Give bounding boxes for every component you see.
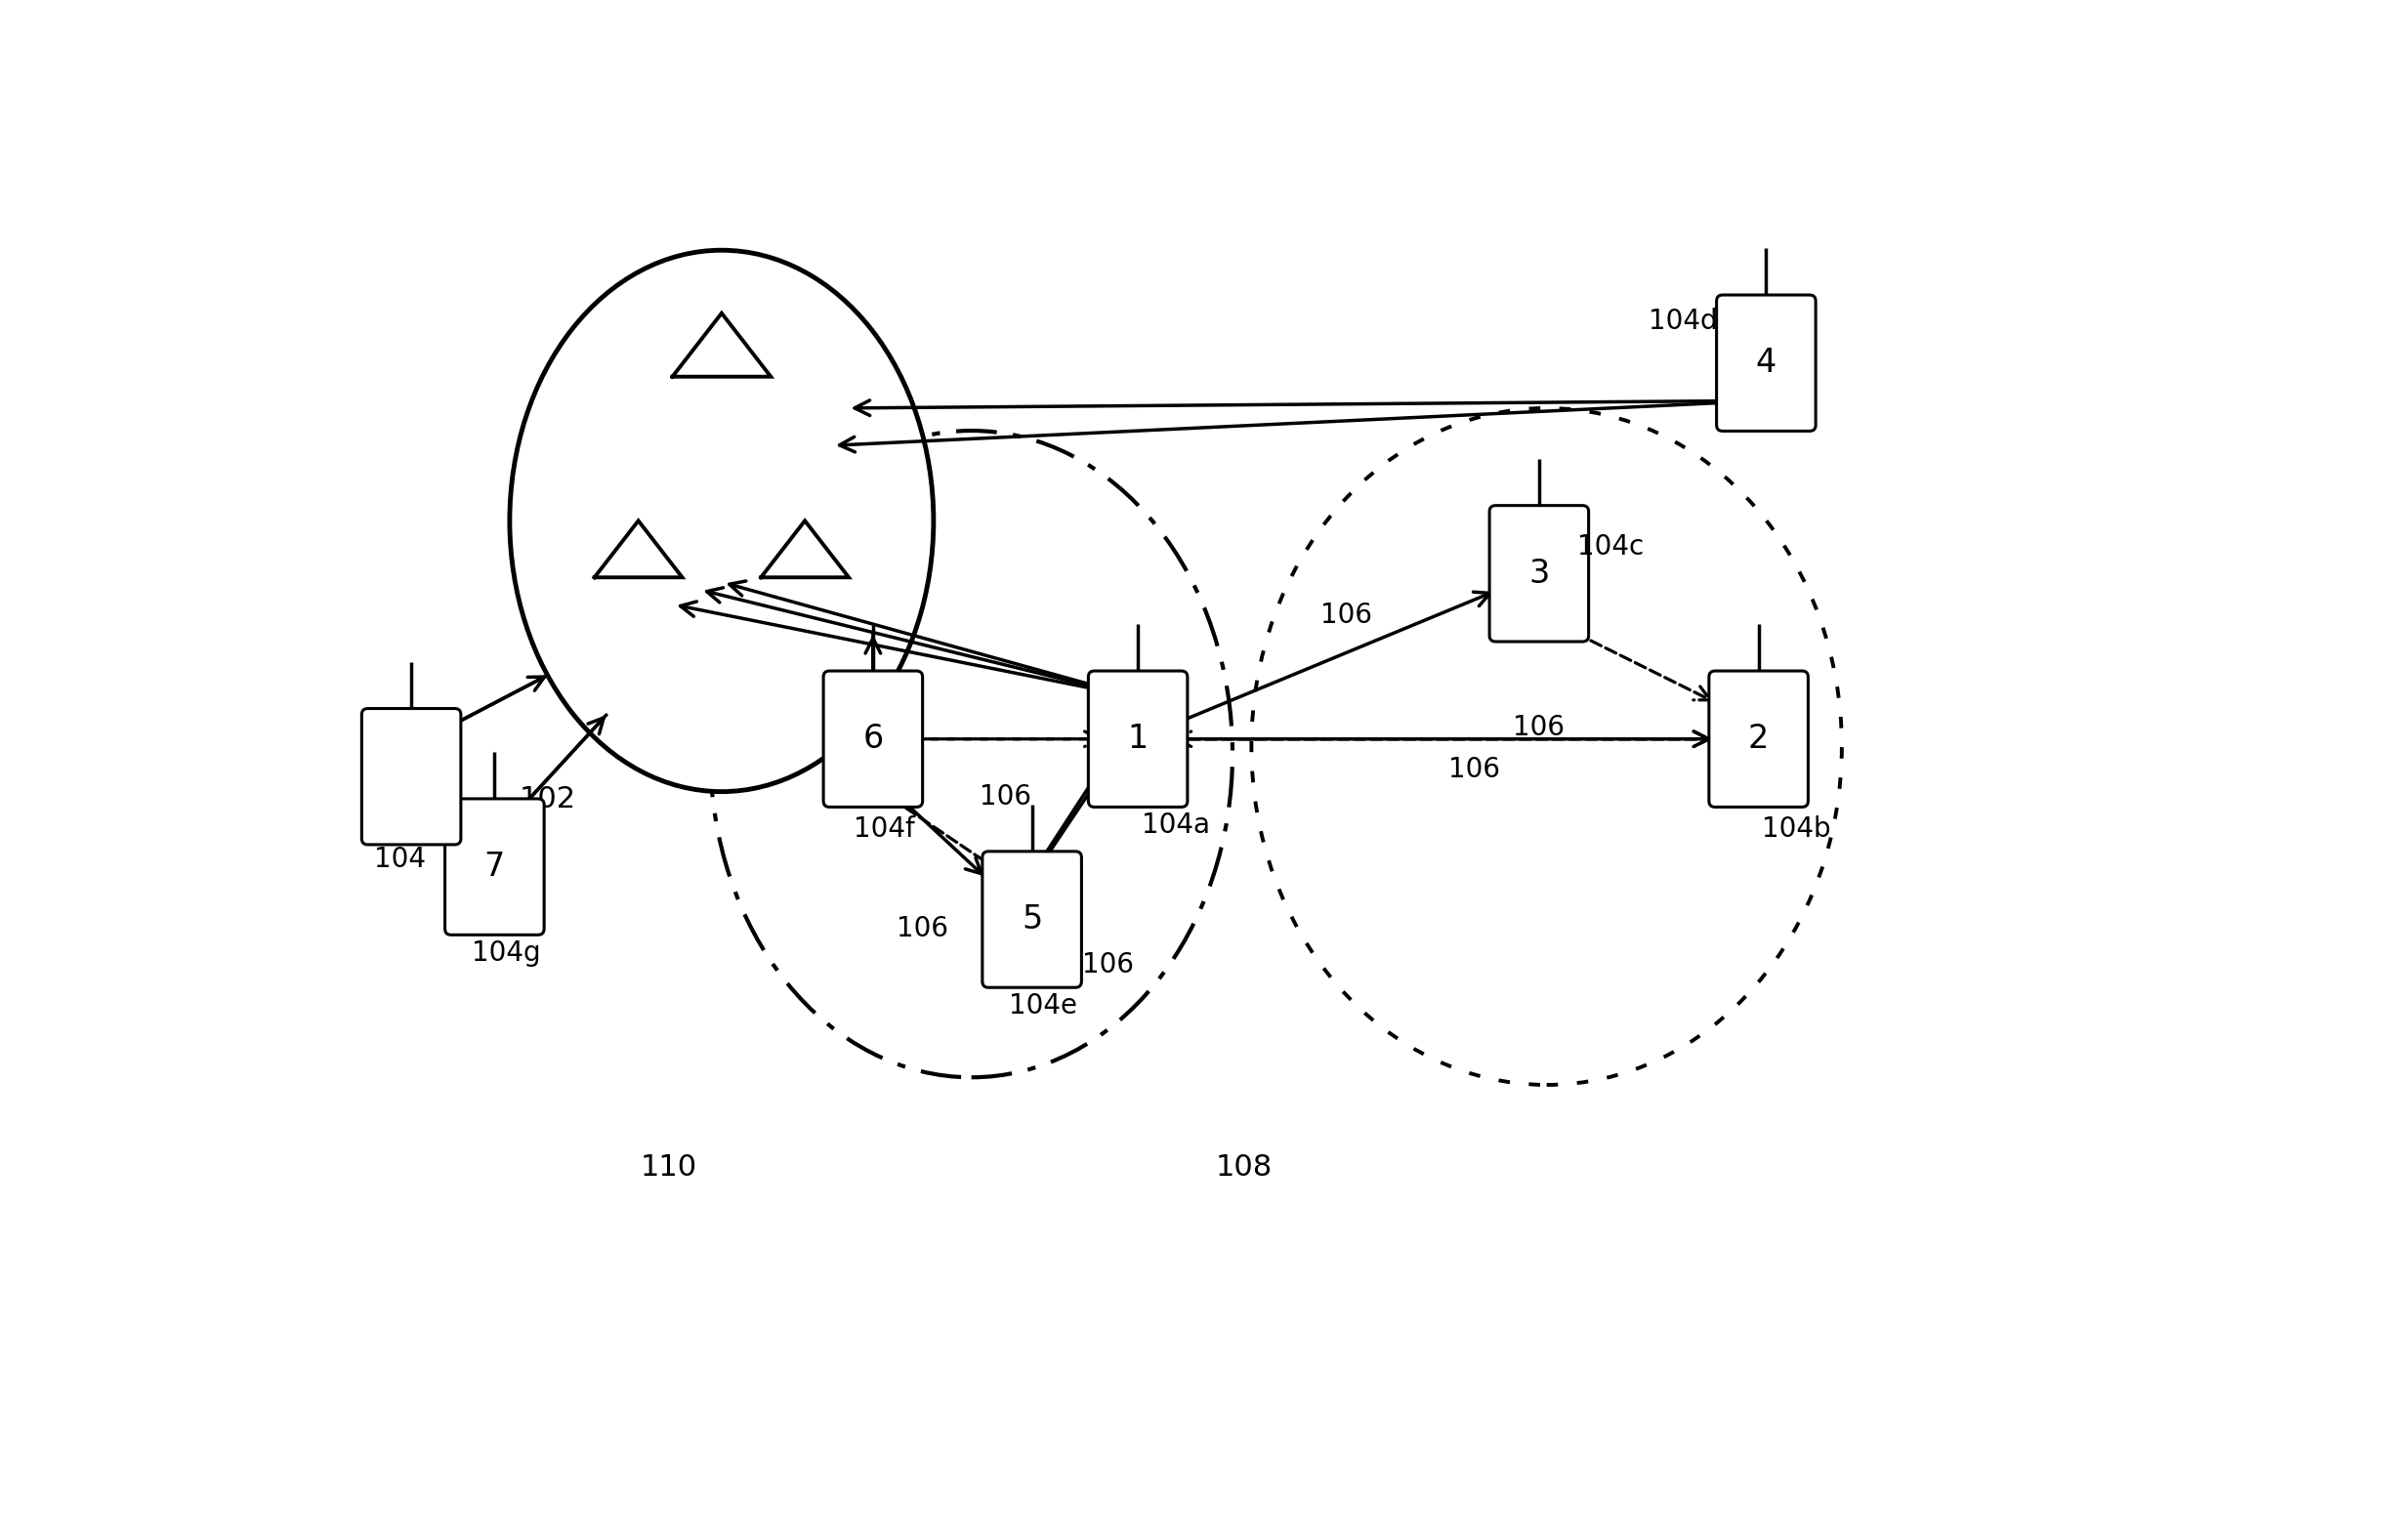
FancyArrowPatch shape [1546, 619, 1710, 701]
Text: 110: 110 [641, 1153, 698, 1181]
Text: 106: 106 [1513, 715, 1565, 741]
FancyArrowPatch shape [865, 638, 881, 761]
Text: 104g: 104g [472, 939, 541, 967]
Text: 5: 5 [1022, 904, 1043, 936]
Text: 2: 2 [1748, 722, 1770, 755]
Text: 104d: 104d [1648, 308, 1717, 336]
FancyBboxPatch shape [981, 852, 1081, 987]
FancyArrowPatch shape [855, 400, 1758, 416]
Text: 106: 106 [1448, 756, 1501, 782]
FancyArrowPatch shape [1177, 731, 1713, 747]
Text: 104b: 104b [1763, 816, 1832, 842]
Text: 6: 6 [862, 722, 884, 755]
FancyArrowPatch shape [729, 581, 1129, 696]
FancyArrowPatch shape [879, 778, 981, 873]
FancyBboxPatch shape [824, 671, 922, 807]
FancyBboxPatch shape [1089, 671, 1189, 807]
Text: 104f: 104f [853, 816, 915, 842]
FancyArrowPatch shape [1146, 591, 1491, 736]
Text: 108: 108 [1215, 1153, 1272, 1181]
FancyArrowPatch shape [500, 718, 603, 830]
FancyArrowPatch shape [419, 678, 545, 742]
Text: 106: 106 [979, 784, 1031, 810]
FancyBboxPatch shape [445, 799, 543, 935]
Text: 106: 106 [896, 915, 948, 942]
Ellipse shape [510, 249, 934, 792]
Text: 102: 102 [519, 785, 576, 813]
FancyBboxPatch shape [1489, 505, 1589, 642]
FancyArrowPatch shape [853, 772, 1024, 889]
Text: 104a: 104a [1141, 812, 1210, 839]
FancyBboxPatch shape [1708, 671, 1808, 807]
FancyArrowPatch shape [1036, 764, 1108, 872]
FancyArrowPatch shape [865, 634, 881, 758]
FancyArrowPatch shape [503, 715, 607, 829]
FancyArrowPatch shape [884, 731, 1103, 747]
Text: 104: 104 [374, 845, 426, 873]
FancyArrowPatch shape [1146, 731, 1708, 747]
Text: 1: 1 [1127, 722, 1148, 755]
Text: 104c: 104c [1577, 533, 1644, 561]
FancyArrowPatch shape [881, 731, 1100, 747]
FancyArrowPatch shape [1172, 731, 1708, 747]
FancyArrowPatch shape [1036, 756, 1108, 867]
Text: 3: 3 [1529, 557, 1548, 590]
FancyBboxPatch shape [1717, 296, 1815, 431]
Text: 106: 106 [1320, 601, 1372, 628]
Text: 7: 7 [484, 850, 505, 882]
FancyArrowPatch shape [422, 675, 548, 741]
FancyArrowPatch shape [707, 588, 1129, 696]
Text: 106: 106 [1081, 950, 1134, 978]
Text: 104e: 104e [1010, 992, 1077, 1019]
Text: 4: 4 [1756, 346, 1777, 379]
FancyBboxPatch shape [362, 708, 460, 844]
FancyArrowPatch shape [838, 400, 1758, 453]
FancyArrowPatch shape [681, 602, 1129, 696]
